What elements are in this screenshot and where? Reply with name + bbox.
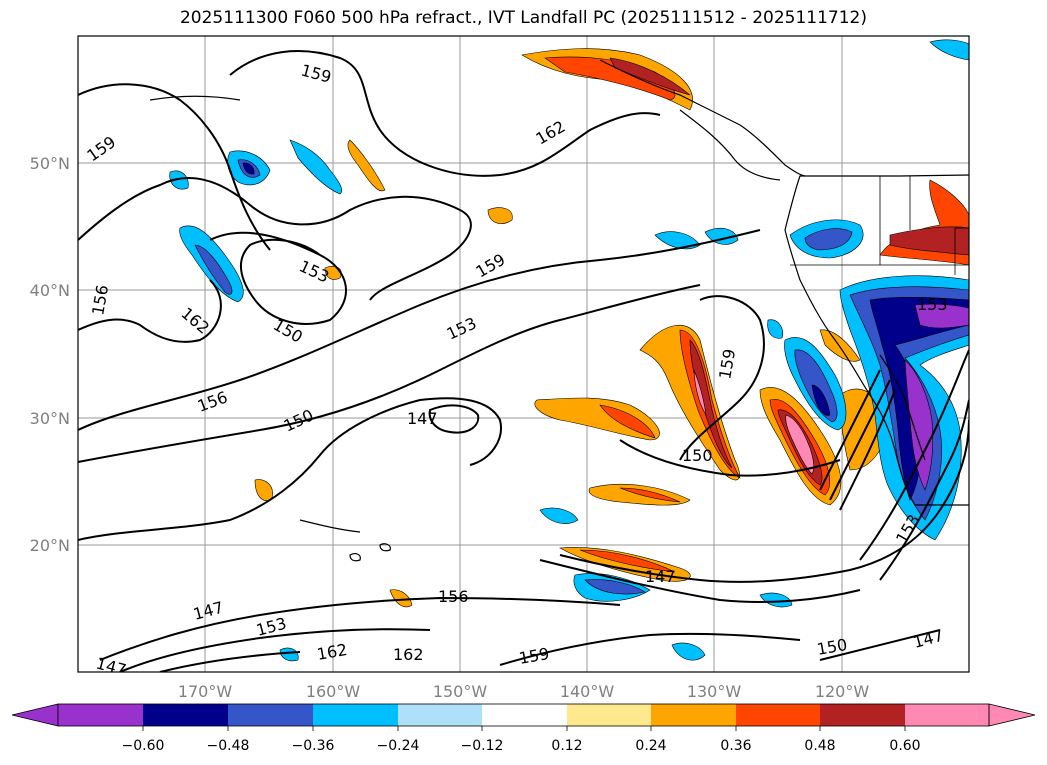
colorbar-segment [313, 704, 398, 726]
colorbar-tick: −0.24 [377, 738, 420, 754]
colorbar-tick: 0.24 [635, 738, 666, 754]
colorbar-tick: −0.12 [461, 738, 504, 754]
colorbar-tick: −0.36 [292, 738, 335, 754]
colorbar-segment [58, 704, 143, 726]
colorbar-extend-high [988, 703, 1036, 727]
negative-anomaly-fill [169, 39, 969, 662]
lon-label-170w: 170°W [178, 682, 233, 701]
contour-lines [78, 50, 969, 672]
latitude-labels: 50°N 40°N 30°N 20°N [30, 154, 70, 555]
colorbar-tick: 0.48 [804, 738, 835, 754]
map-frame [77, 35, 970, 673]
colorbar-extend-low [11, 703, 59, 727]
colorbar-segment [567, 704, 651, 726]
colorbar: −0.60 −0.48 −0.36 −0.24 −0.12 0.12 0.24 … [11, 703, 1036, 754]
colorbar-segment [905, 704, 989, 726]
contour-label: 150 [682, 446, 713, 465]
lat-label-30n: 30°N [30, 409, 70, 428]
lon-label-120w: 120°W [815, 682, 870, 701]
contour-label: 153 [917, 295, 948, 314]
colorbar-tick: 0.36 [720, 738, 751, 754]
colorbar-tick: 0.12 [551, 738, 582, 754]
positive-anomaly-fill [254, 48, 969, 608]
graticule [78, 36, 969, 672]
colorbar-segment [143, 704, 228, 726]
contour-label: 147 [94, 654, 128, 680]
lat-label-50n: 50°N [30, 154, 70, 173]
map-title: 2025111300 F060 500 hPa refract., IVT La… [179, 8, 867, 28]
state-borders [790, 176, 969, 275]
coastline [149, 59, 969, 562]
colorbar-segment [398, 704, 482, 726]
colorbar-segment [228, 704, 313, 726]
contour-label: 147 [407, 409, 438, 428]
lat-label-40n: 40°N [30, 281, 70, 300]
colorbar-tick: −0.60 [122, 738, 165, 754]
colorbar-segment [820, 704, 905, 726]
colorbar-segment [651, 704, 736, 726]
colorbar-tick: 0.60 [889, 738, 920, 754]
lon-label-130w: 130°W [687, 682, 742, 701]
lat-label-20n: 20°N [30, 536, 70, 555]
longitude-labels: 170°W 160°W 150°W 140°W 130°W 120°W [178, 682, 870, 701]
colorbar-outline [57, 703, 990, 727]
colorbar-segment [736, 704, 820, 726]
lon-label-150w: 150°W [433, 682, 488, 701]
contour-label: 162 [393, 645, 424, 664]
colorbar-tick: −0.48 [207, 738, 250, 754]
contour-label: 147 [645, 567, 676, 586]
lon-label-140w: 140°W [560, 682, 615, 701]
colorbar-segment [482, 704, 567, 726]
lon-label-160w: 160°W [306, 682, 361, 701]
contour-label: 156 [438, 587, 469, 606]
